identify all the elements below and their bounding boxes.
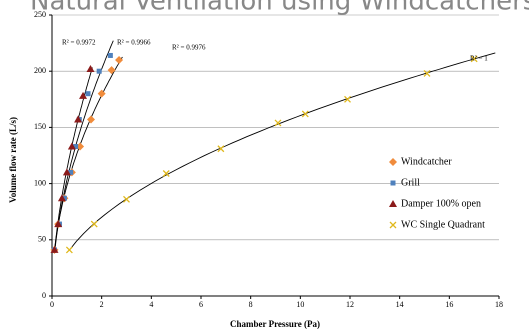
point — [68, 169, 74, 175]
trendline — [54, 40, 114, 254]
point — [57, 194, 66, 202]
point — [65, 246, 73, 254]
point — [107, 66, 116, 75]
point — [96, 68, 102, 74]
point — [217, 145, 225, 153]
y-tick-label: 150 — [34, 122, 46, 131]
point — [67, 142, 76, 150]
x-tick-label: 2 — [100, 300, 104, 309]
legend-swatch — [390, 180, 396, 186]
point — [470, 55, 478, 63]
y-tick-label: 50 — [38, 235, 46, 244]
point — [107, 52, 113, 58]
x-tick-label: 12 — [346, 300, 354, 309]
point — [79, 91, 88, 99]
trendline — [54, 67, 93, 253]
point — [50, 245, 59, 253]
point — [86, 64, 95, 72]
point — [54, 220, 63, 228]
x-tick-label: 10 — [296, 300, 304, 309]
legend-label: WC Single Quadrant — [401, 219, 485, 230]
legend-label: Windcatcher — [401, 156, 452, 167]
trendline — [69, 52, 496, 251]
y-tick-label: 0 — [42, 291, 46, 300]
legend-label: Damper 100% open — [401, 198, 481, 209]
point — [162, 170, 170, 177]
point — [86, 115, 95, 124]
x-tick-label: 0 — [50, 300, 54, 309]
legend-swatch — [389, 158, 397, 166]
legend-swatch — [389, 200, 397, 207]
legend-label: Grill — [401, 177, 420, 188]
x-tick-label: 14 — [396, 300, 404, 309]
y-tick-label: 250 — [34, 10, 46, 19]
trendline — [54, 56, 123, 251]
point — [115, 55, 124, 64]
point — [73, 144, 79, 150]
y-tick-label: 100 — [34, 178, 46, 187]
y-axis-label: Volume flow rate (L/s) — [8, 117, 18, 203]
point — [90, 220, 98, 228]
legend-swatch — [389, 221, 397, 229]
point — [97, 89, 106, 98]
x-tick-label: 6 — [199, 300, 203, 309]
chart-title: Natural Ventilation using Windcatchers — [30, 0, 529, 17]
point — [85, 91, 91, 97]
x-tick-label: 8 — [249, 300, 253, 309]
annotation: R² = 0.9966 — [117, 39, 151, 47]
annotation: R² = 0.9972 — [62, 39, 96, 47]
point — [274, 119, 282, 127]
y-tick-label: 200 — [34, 66, 46, 75]
x-tick-label: 16 — [445, 300, 453, 309]
point — [123, 195, 130, 203]
point — [62, 168, 71, 176]
x-tick-label: 4 — [149, 300, 153, 309]
point — [423, 69, 431, 77]
annotation: R² = 0.9976 — [172, 44, 206, 52]
point — [301, 110, 309, 118]
annotation: R² = 1 — [470, 55, 488, 63]
point — [61, 195, 67, 201]
point — [344, 95, 351, 103]
x-tick-label: 18 — [495, 300, 503, 309]
point — [74, 115, 83, 123]
x-axis-label: Chamber Pressure (Pa) — [230, 319, 320, 329]
